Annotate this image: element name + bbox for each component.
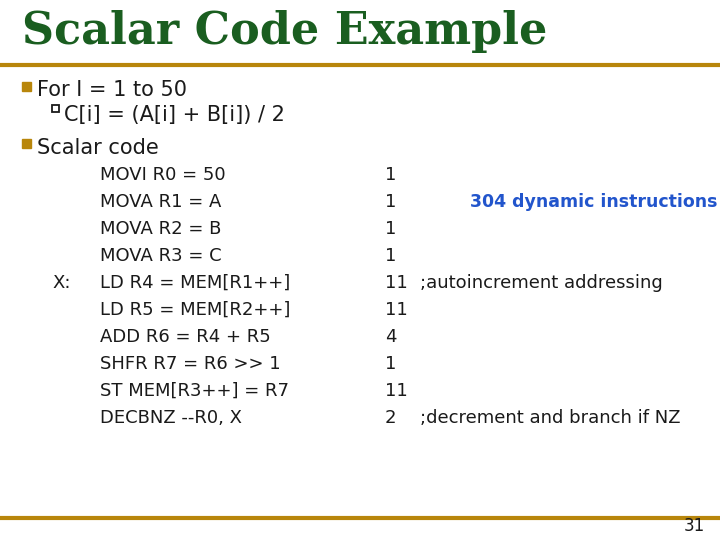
Text: 11: 11 [385,382,408,400]
Text: 11: 11 [385,301,408,319]
Text: LD R4 = MEM[R1++]: LD R4 = MEM[R1++] [100,274,290,292]
Text: 1: 1 [385,193,397,211]
Text: MOVA R2 = B: MOVA R2 = B [100,220,221,238]
Text: SHFR R7 = R6 >> 1: SHFR R7 = R6 >> 1 [100,355,281,373]
Text: DECBNZ --R0, X: DECBNZ --R0, X [100,409,242,427]
Text: 1: 1 [385,355,397,373]
Text: 304 dynamic instructions: 304 dynamic instructions [470,193,718,211]
Text: MOVA R1 = A: MOVA R1 = A [100,193,221,211]
Text: ST MEM[R3++] = R7: ST MEM[R3++] = R7 [100,382,289,400]
Text: 11: 11 [385,274,408,292]
FancyBboxPatch shape [22,138,31,147]
Text: Scalar Code Example: Scalar Code Example [22,10,547,53]
Text: 4: 4 [385,328,397,346]
FancyBboxPatch shape [22,82,31,91]
Text: Scalar code: Scalar code [37,138,158,158]
Text: MOVA R3 = C: MOVA R3 = C [100,247,222,265]
Text: 1: 1 [385,220,397,238]
Text: MOVI R0 = 50: MOVI R0 = 50 [100,166,225,184]
Text: ;autoincrement addressing: ;autoincrement addressing [420,274,662,292]
Text: ;decrement and branch if NZ: ;decrement and branch if NZ [420,409,680,427]
FancyBboxPatch shape [52,105,59,111]
Text: For I = 1 to 50: For I = 1 to 50 [37,80,187,100]
Text: LD R5 = MEM[R2++]: LD R5 = MEM[R2++] [100,301,290,319]
Text: ADD R6 = R4 + R5: ADD R6 = R4 + R5 [100,328,271,346]
Text: 1: 1 [385,247,397,265]
Text: X:: X: [52,274,71,292]
Text: C[i] = (A[i] + B[i]) / 2: C[i] = (A[i] + B[i]) / 2 [64,105,285,125]
Text: 2: 2 [385,409,397,427]
Text: 31: 31 [684,517,705,535]
Text: 1: 1 [385,166,397,184]
